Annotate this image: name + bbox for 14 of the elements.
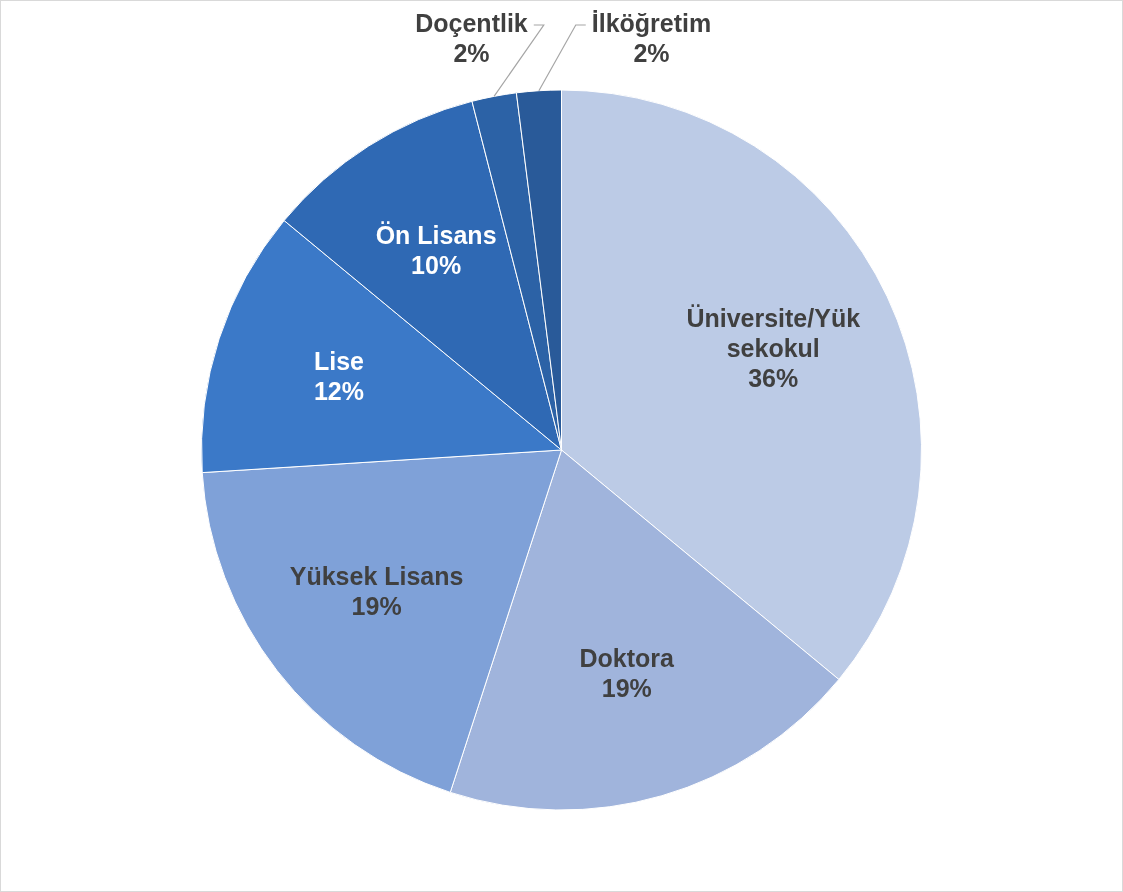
slice-label: Doktora [579, 643, 676, 672]
slice-label: Lise [313, 346, 365, 375]
slice-label: Yüksek Lisans [289, 562, 464, 591]
slice-label: Ön Lisans [375, 221, 497, 250]
data-label: 2% [453, 38, 490, 67]
slice-label: İlköğretim [591, 8, 712, 37]
data-label: 36% [748, 364, 799, 393]
slice-label: Doçentlik [415, 8, 528, 37]
data-label: 19% [601, 673, 652, 702]
data-label: 2% [633, 38, 670, 67]
data-label: 19% [351, 592, 402, 621]
data-label: 10% [411, 251, 462, 280]
slice-label: Üniversite/Yüksekokul [686, 304, 861, 363]
data-label: 12% [313, 376, 364, 405]
